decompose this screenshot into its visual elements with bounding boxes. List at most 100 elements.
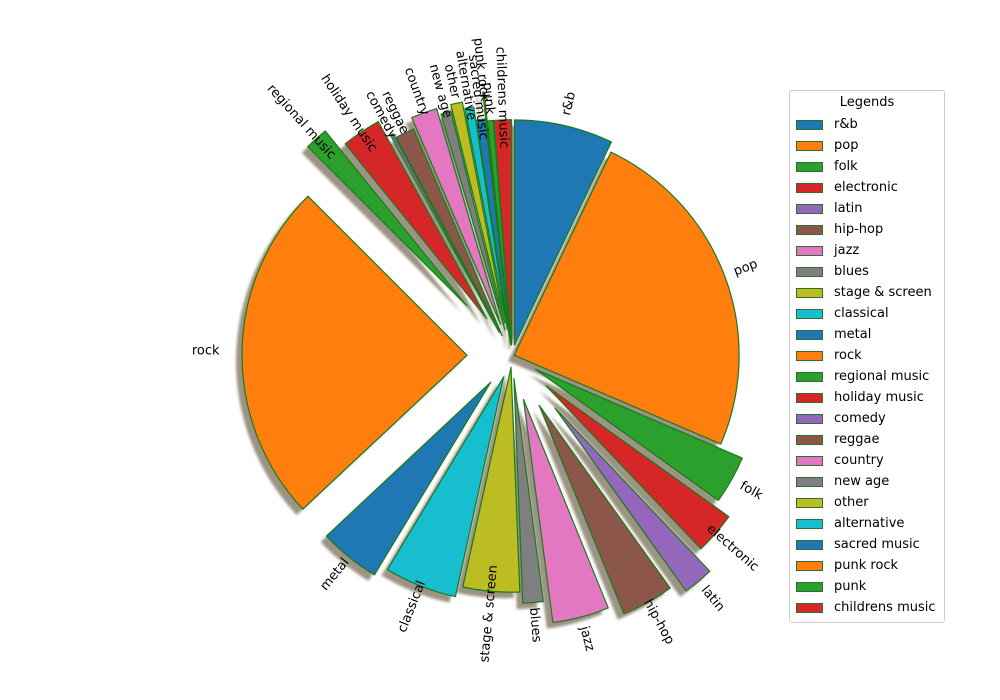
legend-swatch <box>796 581 823 592</box>
legend-label: holiday music <box>834 390 924 405</box>
slice-blues <box>513 377 544 604</box>
slice-label-randb: r&b <box>559 90 579 116</box>
legend-entry-blues: blues <box>796 261 938 282</box>
legend-swatch <box>796 245 823 256</box>
legend-label: childrens music <box>834 600 936 615</box>
legend-entry-randb: r&b <box>796 114 938 135</box>
legend-label: regional music <box>834 369 930 384</box>
slice-childrens-music <box>493 119 513 346</box>
legend-label: classical <box>834 306 889 321</box>
slice-hip-hop <box>538 404 671 615</box>
slice-holiday-music <box>344 121 488 320</box>
legend-swatch <box>796 287 823 298</box>
legend-label: r&b <box>834 117 858 132</box>
legend-entry-childrens-music: childrens music <box>796 597 938 618</box>
slice-label-electronic: electronic <box>704 522 762 575</box>
legend-swatch <box>796 560 823 571</box>
slices <box>241 91 743 624</box>
slice-electronic <box>545 384 730 550</box>
slice-metal <box>325 381 492 576</box>
legend-label: sacred music <box>834 537 920 552</box>
slice-regional-music <box>307 130 468 307</box>
legend-label: reggae <box>834 432 880 447</box>
legend-label: stage & screen <box>834 285 932 300</box>
legend-entry-latin: latin <box>796 198 938 219</box>
slice-reggae <box>395 128 503 337</box>
slice-label-rock: rock <box>192 344 220 359</box>
slice-alternative <box>464 106 509 330</box>
legend-swatch <box>796 455 823 466</box>
slice-label-punk: punk <box>479 82 497 116</box>
legend-label: blues <box>834 264 869 279</box>
legend-swatch <box>796 371 823 382</box>
legend-entry-regional-music: regional music <box>796 366 938 387</box>
legend-entry-comedy: comedy <box>796 408 938 429</box>
slice-punk-rock <box>482 91 509 317</box>
legend-label: electronic <box>834 180 898 195</box>
legend-swatch <box>796 119 823 130</box>
legend-title: Legends <box>839 95 895 110</box>
slice-label-blues: blues <box>526 607 544 643</box>
legend-swatch <box>796 413 823 424</box>
slice-label-punk-rock: punk rock <box>470 37 492 103</box>
legend-label: rock <box>834 348 862 363</box>
legend-entry-rock: rock <box>796 345 938 366</box>
legend-swatch <box>796 497 823 508</box>
slice-label-hip-hop: hip-hop <box>640 597 677 647</box>
legend-entry-pop: pop <box>796 135 938 156</box>
slice-label-other: other <box>441 63 463 101</box>
legend-entry-classical: classical <box>796 303 938 324</box>
slice-label-jazz: jazz <box>576 624 597 653</box>
legend-swatch <box>796 539 823 550</box>
slice-label-childrens-music: childrens music <box>492 46 511 148</box>
slice-label-latin: latin <box>698 583 728 615</box>
slice-randb <box>513 119 612 346</box>
slice-pop <box>513 151 740 445</box>
legend-swatch <box>796 602 823 613</box>
legend-label: new age <box>834 474 890 489</box>
legend-entry-punk-rock: punk rock <box>796 555 938 576</box>
legend-swatch <box>796 203 823 214</box>
legend-entry-jazz: jazz <box>796 240 938 261</box>
legend-swatch <box>796 182 823 193</box>
legend-swatch <box>796 518 823 529</box>
legend-swatch <box>796 308 823 319</box>
slice-label-pop: pop <box>732 257 760 280</box>
legend-label: hip-hop <box>834 222 884 237</box>
legend-label: metal <box>834 327 872 342</box>
legend-entry-new-age: new age <box>796 471 938 492</box>
legend-entries: r&b pop folk electronic latin hip-hop jazz blue… <box>796 114 938 618</box>
slice-new-age <box>440 110 506 331</box>
slice-classical <box>386 376 505 598</box>
legend-label: other <box>834 495 869 510</box>
legend-swatch <box>796 161 823 172</box>
legend-label: pop <box>834 138 859 153</box>
legend-label: latin <box>834 201 863 216</box>
legend-entry-sacred-music: sacred music <box>796 534 938 555</box>
legend-swatch <box>796 224 823 235</box>
legend-label: folk <box>834 159 858 174</box>
legend-entry-alternative: alternative <box>796 513 938 534</box>
legend-label: comedy <box>834 411 886 426</box>
legend-swatch <box>796 392 823 403</box>
slice-rock <box>241 195 468 510</box>
legend-entry-holiday-music: holiday music <box>796 387 938 408</box>
slice-label-country: country <box>401 66 432 118</box>
slice-other <box>450 101 506 324</box>
legend-label: punk rock <box>834 558 899 573</box>
legend-entry-electronic: electronic <box>796 177 938 198</box>
slice-comedy <box>389 133 500 333</box>
slice-label-classical: classical <box>395 579 429 635</box>
slice-label-metal: metal <box>317 555 352 593</box>
legend-entry-other: other <box>796 492 938 513</box>
legend-entry-metal: metal <box>796 324 938 345</box>
slice-label-folk: folk <box>737 479 765 504</box>
legend-entry-punk: punk <box>796 576 938 597</box>
legend-swatch <box>796 329 823 340</box>
legend-entry-stage-and-screen: stage & screen <box>796 282 938 303</box>
legend: Legends r&b pop folk electronic latin hip-hop… <box>789 90 945 623</box>
legend-label: country <box>834 453 884 468</box>
legend-label: alternative <box>834 516 905 531</box>
legend-entry-reggae: reggae <box>796 429 938 450</box>
